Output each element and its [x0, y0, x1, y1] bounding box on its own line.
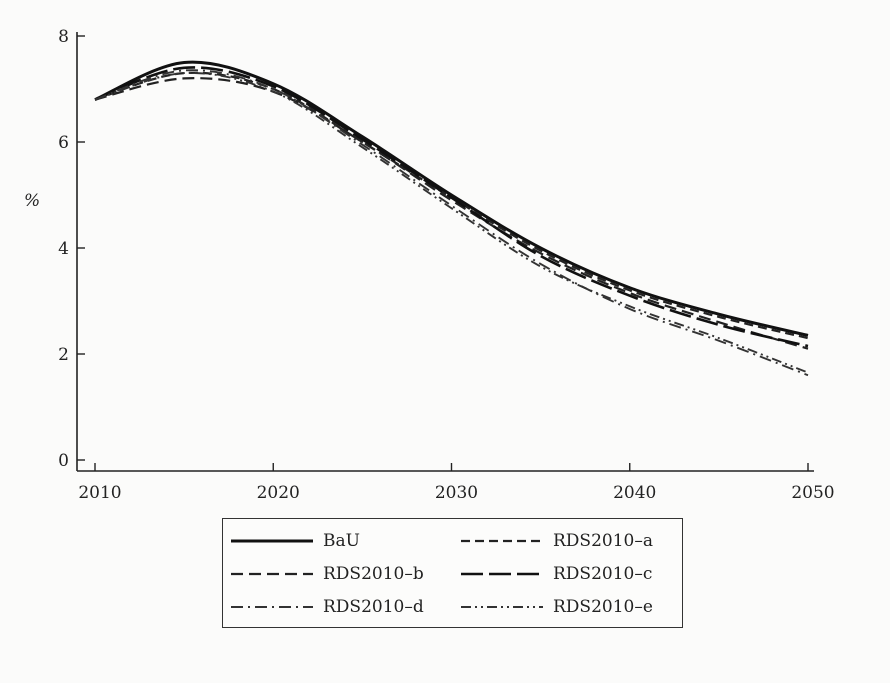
axes: 0 2 4 6 8 2010 2020 2030 2040 2050	[58, 27, 834, 503]
legend-swatch	[461, 606, 543, 608]
legend: BaU RDS2010–a RDS2010–b RDS2010–c RDS2010–d R…	[222, 518, 683, 628]
y-tick-label: 0	[58, 451, 69, 471]
legend-label: RDS2010–d	[323, 597, 424, 617]
legend-swatch	[231, 606, 313, 608]
legend-swatch	[461, 572, 543, 576]
legend-swatch	[461, 539, 543, 543]
legend-item: RDS2010–b	[231, 562, 424, 586]
x-tick-label: 2050	[791, 483, 834, 503]
legend-item: RDS2010–a	[461, 529, 653, 553]
series-line-rds2010-b	[94, 77, 809, 350]
x-tick-label: 2010	[78, 483, 121, 503]
legend-label: RDS2010–a	[553, 531, 653, 551]
x-tick-label: 2030	[435, 483, 478, 503]
y-tick-label: 4	[58, 239, 69, 259]
x-tick-label: 2020	[257, 483, 300, 503]
series-line-rds2010-c	[94, 66, 809, 348]
legend-label: RDS2010–c	[553, 564, 653, 584]
legend-item: RDS2010–c	[461, 562, 652, 586]
legend-label: BaU	[323, 531, 360, 551]
series-line-rds2010-a	[94, 71, 809, 340]
y-tick-label: 8	[58, 27, 69, 47]
legend-swatch	[231, 572, 313, 576]
legend-item: RDS2010–d	[231, 595, 424, 619]
legend-item: BaU	[231, 529, 360, 553]
series-line-rds2010-d	[94, 69, 809, 377]
series-line-rds2010-e	[94, 72, 809, 374]
series-line-bau	[94, 60, 809, 337]
y-tick-label: 2	[58, 345, 69, 365]
legend-item: RDS2010–e	[461, 595, 653, 619]
y-axis-label: %	[24, 191, 40, 211]
x-tick-label: 2040	[613, 483, 656, 503]
legend-swatch	[231, 539, 313, 543]
legend-label: RDS2010–b	[323, 564, 424, 584]
legend-label: RDS2010–e	[553, 597, 653, 617]
y-tick-label: 6	[58, 133, 69, 153]
series-layer	[94, 60, 809, 377]
